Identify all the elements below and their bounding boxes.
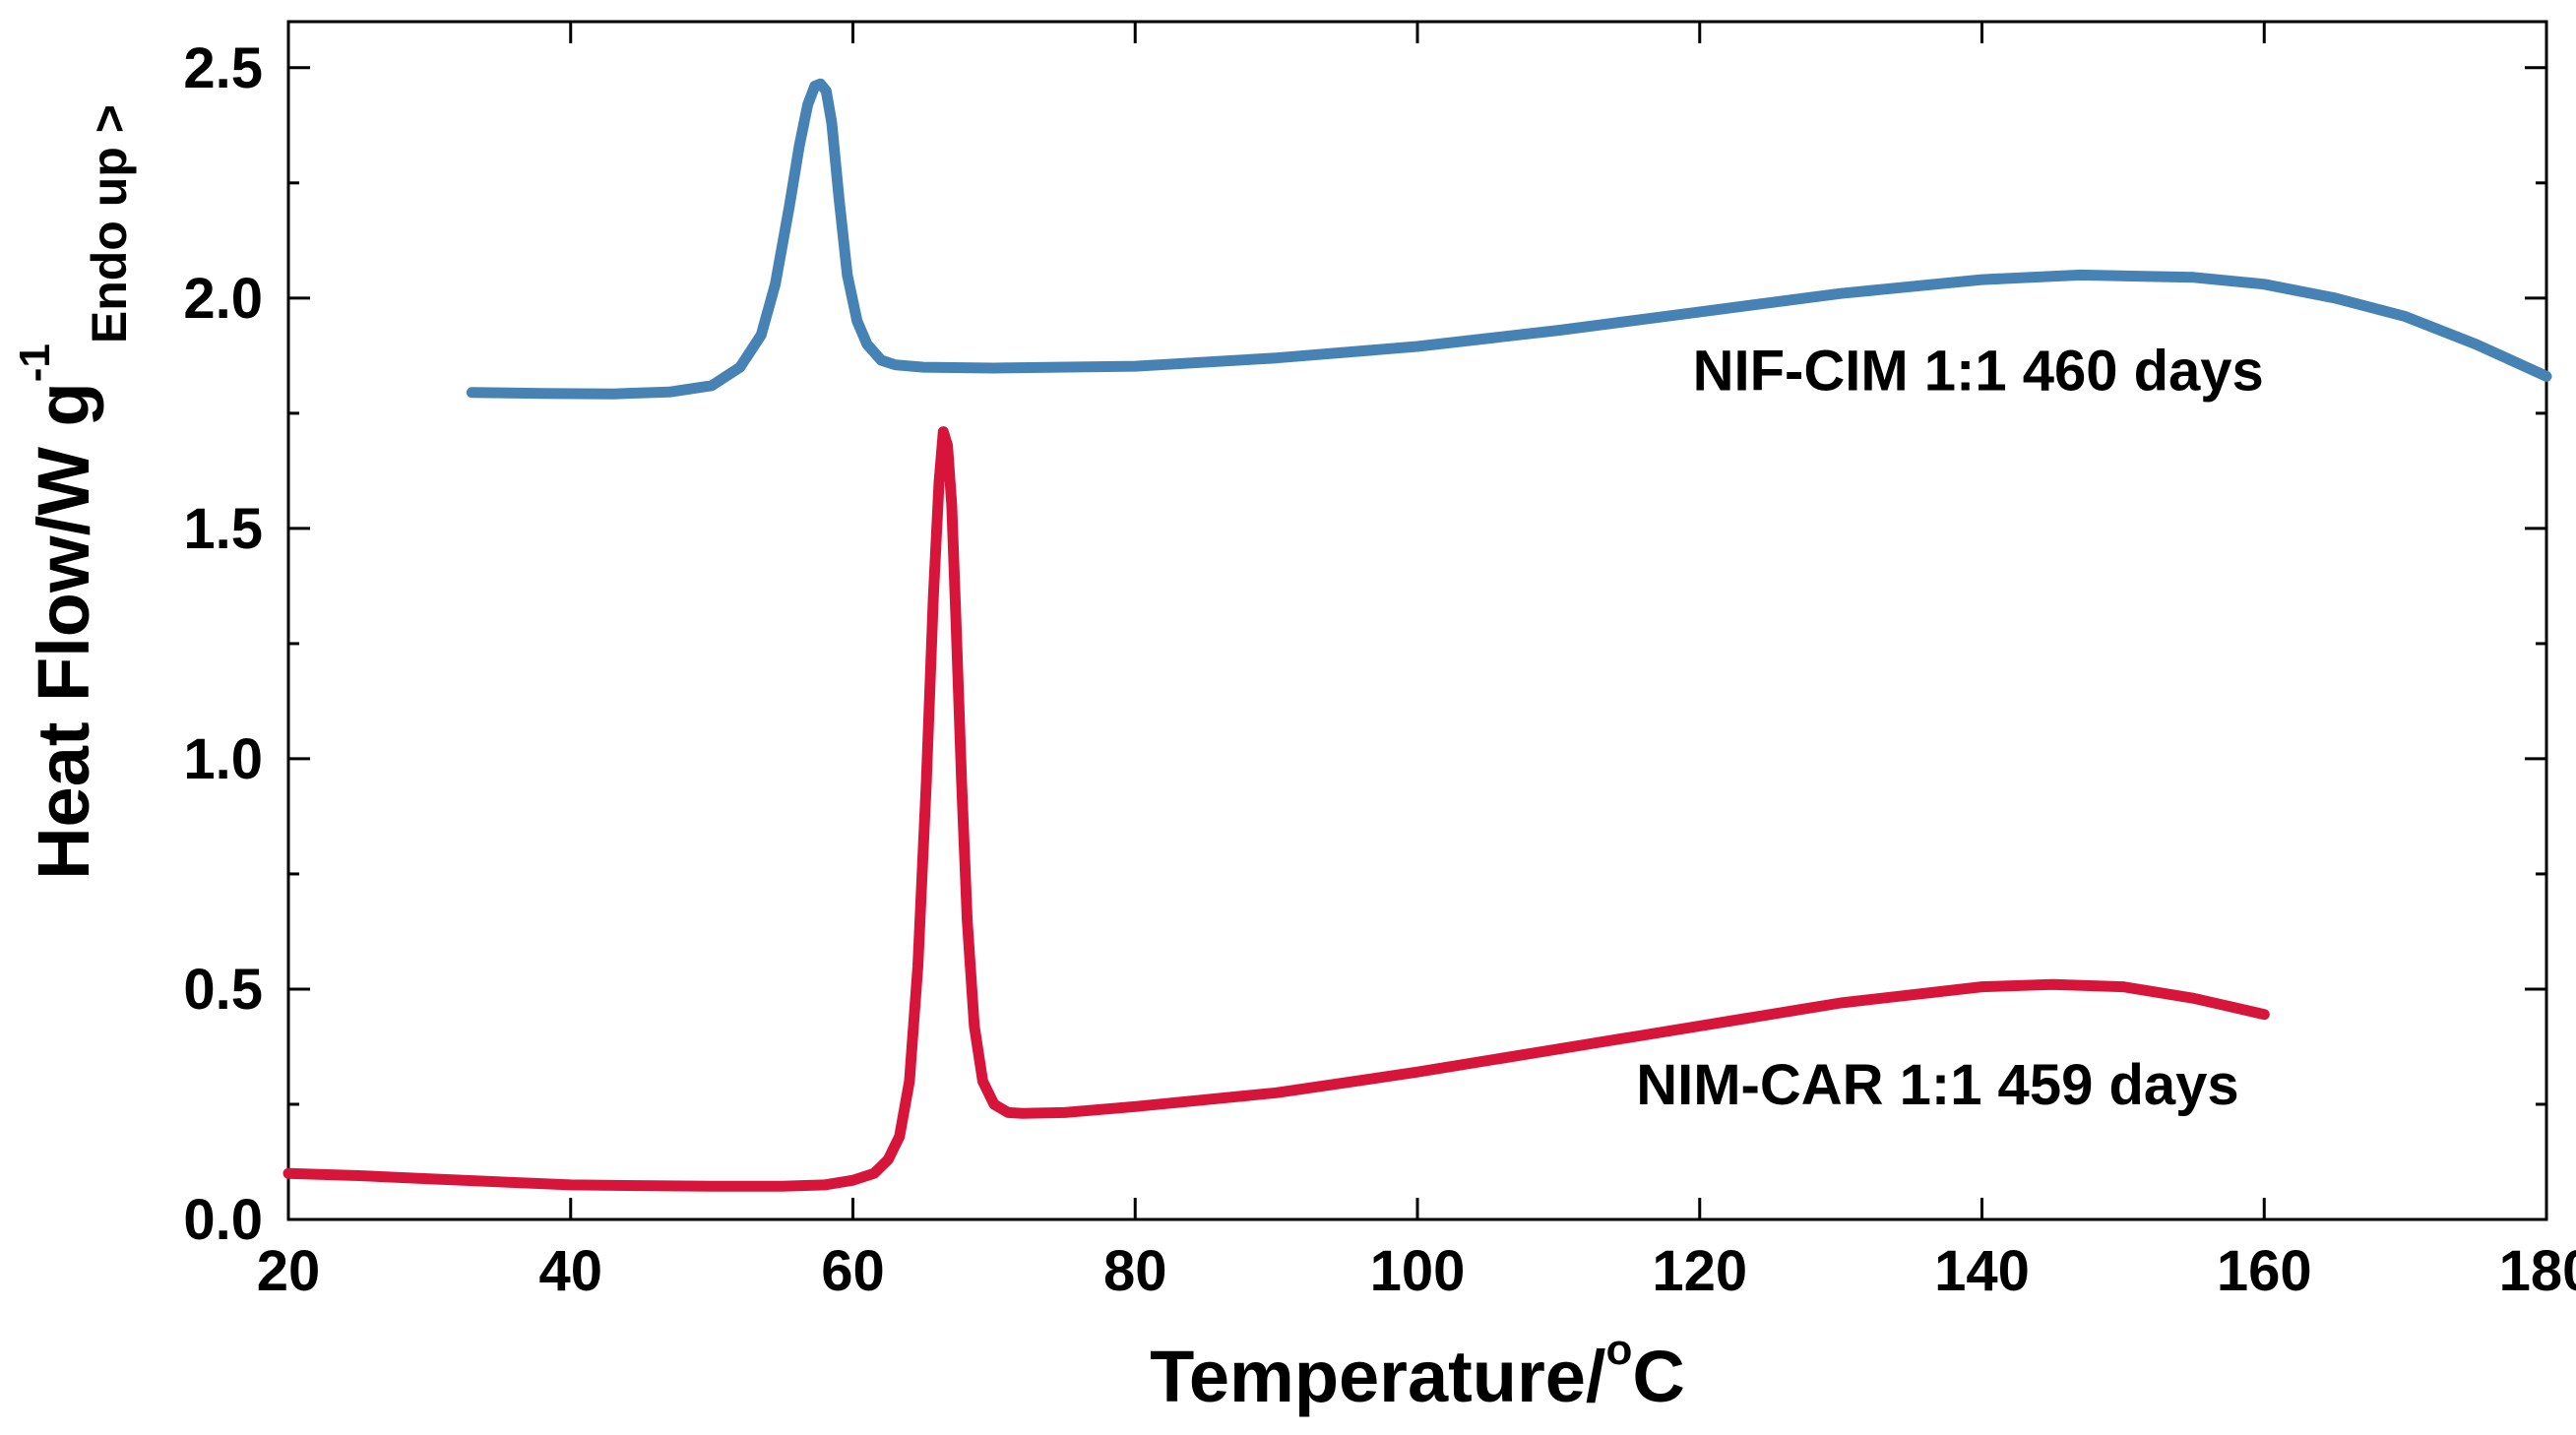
y-tick-label: 2.0 — [183, 267, 263, 331]
x-tick-label: 100 — [1370, 1239, 1466, 1303]
y-tick-label: 2.5 — [183, 36, 263, 100]
x-axis-title: Temperature/oC — [1150, 1326, 1685, 1417]
axis-tick-labels: 20 40 60 80 100 120 140 160 180 0.0 0.5 1.0 1.5 2.0 2.… — [183, 36, 2576, 1303]
x-tick-label: 160 — [2217, 1239, 2312, 1303]
plot-frame — [286, 20, 2548, 1221]
x-tick-label: 60 — [821, 1239, 885, 1303]
series-line-2 — [283, 426, 2270, 1192]
y-tick-label: 0.5 — [183, 958, 263, 1022]
y-tick-label: 1.5 — [183, 497, 263, 561]
y-axis-title: Heat Flow/W g-1Endo up > — [11, 104, 137, 880]
x-tick-label: 180 — [2499, 1239, 2576, 1303]
series-annotations: NIF-CIM 1:1 460 days NIM-CAR 1:1 459 days — [1636, 339, 2264, 1117]
x-tick-label: 20 — [257, 1239, 321, 1303]
series-label-1: NIF-CIM 1:1 460 days — [1693, 339, 2264, 403]
data-series — [283, 78, 2552, 1192]
series-line-1 — [466, 78, 2552, 400]
x-tick-label: 140 — [1934, 1239, 2030, 1303]
x-tick-label: 120 — [1652, 1239, 1747, 1303]
y-tick-label: 0.0 — [183, 1188, 263, 1252]
x-tick-label: 80 — [1103, 1239, 1167, 1303]
y-tick-label: 1.0 — [183, 727, 263, 791]
axis-ticks — [286, 22, 2548, 1221]
x-tick-label: 40 — [538, 1239, 602, 1303]
series-label-2: NIM-CAR 1:1 459 days — [1636, 1053, 2238, 1117]
